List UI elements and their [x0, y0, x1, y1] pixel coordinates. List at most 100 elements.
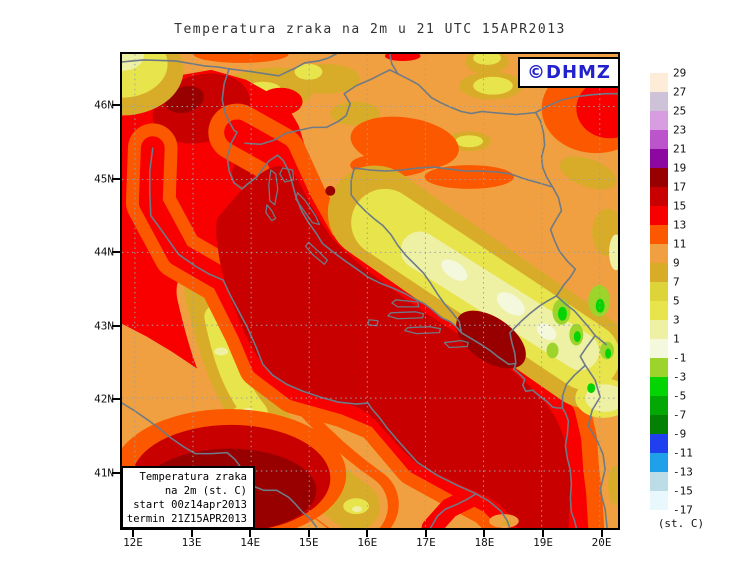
border-croatia-bosnia-north [353, 166, 554, 188]
coast-italy-ionian [429, 493, 476, 528]
legend-line: start 00z14apr2013 [133, 499, 247, 511]
lat-tick-label: 43N [94, 319, 114, 332]
lon-tick-label: 13E [181, 536, 202, 549]
coastline-borders [122, 54, 618, 528]
colorbar-tick-label: -1 [673, 351, 687, 365]
colorbar-swatch [650, 111, 668, 130]
legend-box: Temperatura zraka na 2m (st. C) start 00… [121, 466, 255, 529]
lon-tick [132, 530, 134, 537]
coast-east-adriatic [226, 129, 578, 528]
colorbar-swatch [650, 263, 668, 282]
colorbar-tick-label: 23 [673, 123, 687, 137]
colorbar-tick-label: -7 [673, 408, 687, 422]
border-slovenia-hungary [389, 54, 399, 75]
lat-tick [112, 104, 120, 106]
border-kosovo-albania [579, 334, 596, 367]
colorbar-swatch [650, 130, 668, 149]
colorbar-swatch [650, 415, 668, 434]
colorbar-tick-label: -17 [673, 503, 693, 517]
colorbar-tick-label: 5 [673, 294, 680, 308]
colorbar-swatch [650, 434, 668, 453]
colorbar-tick-label: -11 [673, 446, 693, 460]
colorbar-swatch [650, 301, 668, 320]
lat-tick-label: 45N [94, 172, 114, 185]
colorbar-tick-label: -3 [673, 370, 687, 384]
lon-tick [366, 530, 369, 537]
lon-tick-label: 18E [474, 536, 495, 549]
lon-tick [249, 530, 252, 537]
colorbar-tick-label: 27 [673, 85, 687, 99]
coast-italy-adriatic [148, 147, 511, 528]
coast-italy-tyrrhenian [122, 402, 318, 528]
border-hungary-serbia [534, 92, 618, 114]
colorbar-tick-label: 13 [673, 218, 687, 232]
legend-line: Temperatura zraka [139, 471, 247, 483]
colorbar-tick-label: 21 [673, 142, 687, 156]
colorbar-tick-label: 3 [673, 313, 680, 327]
lon-tick-label: 20E [591, 536, 612, 549]
lat-tick [112, 471, 120, 474]
lon-tick-label: 19E [533, 536, 553, 549]
colorbar-tick-label: 15 [673, 199, 687, 213]
islands [265, 167, 469, 349]
lon-tick [424, 530, 427, 537]
lat-tick-label: 42N [94, 392, 114, 406]
border-italy-austria [122, 59, 230, 70]
colorbar-tick-label: 1 [673, 332, 680, 346]
colorbar-tick-label: 17 [673, 180, 687, 194]
border-slovenia-austria [228, 54, 338, 77]
border-italy-slovenia [221, 68, 235, 132]
colorbar-tick-label: -13 [673, 465, 693, 479]
legend-line: na 2m (st. C) [164, 485, 247, 497]
colorbar-swatch [650, 453, 668, 472]
lat-tick-label: 41N [94, 466, 114, 479]
border-bosnia-serbia [549, 186, 577, 297]
colorbar-swatch [650, 168, 668, 187]
colorbar-tick-label: 11 [673, 237, 687, 251]
lon-tick [307, 530, 310, 537]
lat-tick [112, 177, 120, 180]
colorbar-swatch [650, 396, 668, 415]
border-slovenia-croatia [244, 69, 399, 146]
colorbar-swatch [650, 225, 668, 244]
colorbar-tick-label: -15 [673, 484, 693, 498]
lon-tick-label: 17E [415, 536, 436, 549]
colorbar-swatch [650, 377, 668, 396]
colorbar-unit-label: (st. C) [657, 517, 705, 530]
colorbar-swatch [650, 244, 668, 263]
lat-tick-label: 46N [94, 98, 114, 112]
colorbar-swatch [650, 206, 668, 225]
border-bosnia-montenegro [509, 295, 558, 365]
colorbar-swatch [650, 339, 668, 358]
lon-tick-label: 16E [357, 536, 378, 549]
colorbar-tick-label: 9 [673, 256, 680, 270]
page-title: Temperatura zraka na 2m u 21 UTC 15APR20… [174, 22, 566, 37]
colorbar-swatch [650, 187, 668, 206]
colorbar-swatch [650, 92, 668, 111]
lon-tick-label: 12E [123, 536, 143, 549]
colorbar-swatch [650, 472, 668, 491]
colorbar-swatch [650, 149, 668, 168]
colorbar-swatch [650, 73, 668, 92]
dhmz-logo: ©DHMZ [527, 62, 611, 83]
lon-tick [542, 530, 545, 537]
lat-tick-label: 44N [94, 245, 114, 259]
border-albania-east [584, 364, 608, 528]
lon-tick [600, 530, 603, 537]
colorbar-tick-label: 25 [673, 104, 687, 118]
temp-field [122, 54, 618, 528]
lon-tick-label: 14E [240, 536, 261, 549]
lon-tick [190, 530, 193, 537]
border-croatia-hungary-serbia [396, 73, 554, 188]
colorbar-tick-label: -5 [673, 389, 687, 403]
colorbar-tick-label: 7 [673, 275, 680, 289]
logo-box: ©DHMZ [518, 57, 620, 88]
lon-tick [483, 530, 486, 537]
colorbar-tick-label: 29 [673, 66, 687, 80]
colorbar-swatch [650, 282, 668, 301]
map-frame [120, 52, 620, 530]
colorbar-swatch [650, 320, 668, 339]
colorbar-swatch [650, 358, 668, 377]
lat-tick [112, 324, 120, 327]
